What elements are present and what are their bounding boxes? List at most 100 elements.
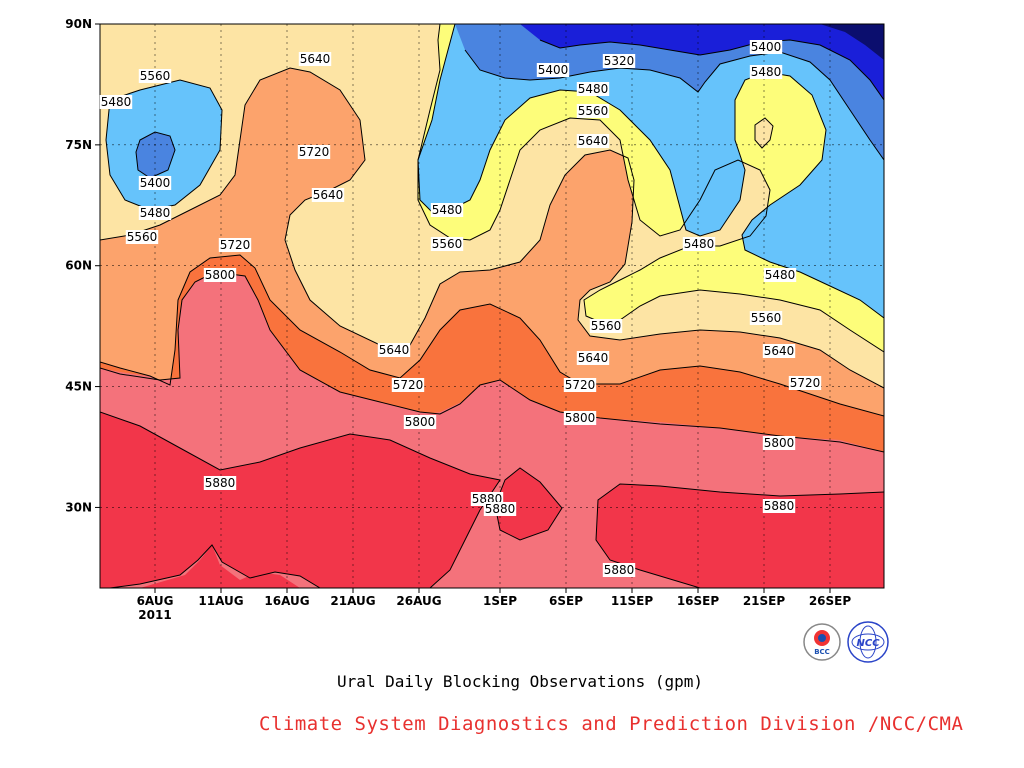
contour-label: 5880: [483, 502, 517, 516]
x-tick-label: 1SEP: [483, 594, 517, 608]
y-axis: 30N 45N 60N 75N 90N: [65, 17, 100, 514]
svg-text:5880: 5880: [205, 476, 236, 490]
svg-text:5640: 5640: [578, 134, 609, 148]
contour-label: 5560: [138, 69, 172, 83]
svg-text:5800: 5800: [405, 415, 436, 429]
band-5320-5400: [455, 24, 884, 160]
bcc-logo: BCC: [803, 623, 841, 661]
svg-text:5640: 5640: [379, 343, 410, 357]
ncc-logo: NCC: [847, 621, 889, 663]
contour-label: 5560: [430, 237, 464, 251]
svg-text:5400: 5400: [140, 176, 171, 190]
svg-text:5800: 5800: [565, 411, 596, 425]
svg-text:5560: 5560: [591, 319, 622, 333]
contour-label: 5480: [138, 206, 172, 220]
svg-text:5480: 5480: [432, 203, 463, 217]
svg-text:5480: 5480: [140, 206, 171, 220]
contour-label: 5480: [682, 237, 716, 251]
svg-text:NCC: NCC: [856, 638, 880, 649]
x-tick-label: 11SEP: [611, 594, 654, 608]
band-5880-region-right: [596, 484, 884, 588]
contour-line: [100, 254, 884, 417]
svg-text:5640: 5640: [764, 344, 795, 358]
svg-text:5800: 5800: [764, 436, 795, 450]
contour-line: [100, 67, 884, 389]
contour-label: 5720: [218, 238, 252, 252]
x-axis: 6AUG 11AUG 16AUG 21AUG 26AUG 1SEP 6SEP 11SEP 16S…: [137, 588, 852, 622]
contour-line: [109, 544, 321, 588]
y-tick-label: 60N: [65, 259, 92, 273]
contour-fills: [100, 24, 884, 588]
contour-label: 5400: [749, 40, 783, 54]
chart-title: Ural Daily Blocking Observations (gpm): [336, 672, 704, 691]
contour-label: 5640: [576, 351, 610, 365]
contour-label: 5480: [576, 82, 610, 96]
svg-text:5880: 5880: [485, 502, 516, 516]
x-tick-label: 6SEP: [549, 594, 583, 608]
contour-line: [539, 39, 884, 101]
y-tick-label: 30N: [65, 500, 92, 514]
contour-label: 5800: [203, 268, 237, 282]
contour-label: 5400: [536, 63, 570, 77]
svg-text:5480: 5480: [765, 268, 796, 282]
x-tick-label: 16SEP: [677, 594, 720, 608]
y-tick-label: 90N: [65, 17, 92, 31]
x-tick-label: 11AUG: [198, 594, 243, 608]
contour-label: 5720: [563, 378, 597, 392]
contour-labels: 5560 5480 5400 5480 5560 5640 5720 5640 5720 5800…: [99, 40, 822, 577]
svg-text:5560: 5560: [432, 237, 463, 251]
svg-text:5720: 5720: [299, 145, 330, 159]
contour-line: [105, 79, 223, 211]
svg-text:5480: 5480: [101, 95, 132, 109]
band-5880-region: [100, 412, 500, 588]
contour-label: 5640: [762, 344, 796, 358]
contour-label: 5320: [602, 54, 636, 68]
svg-text:5480: 5480: [751, 65, 782, 79]
band-5320-5400-island: [136, 132, 175, 178]
svg-text:5560: 5560: [751, 311, 782, 325]
contour-label: 5800: [762, 436, 796, 450]
x-tick-label: 26AUG: [396, 594, 441, 608]
x-tick-label: 21SEP: [743, 594, 786, 608]
svg-text:5640: 5640: [578, 351, 609, 365]
x-tick-label: 26SEP: [809, 594, 852, 608]
svg-text:5560: 5560: [140, 69, 171, 83]
svg-text:5320: 5320: [604, 54, 635, 68]
contour-line: [135, 131, 176, 179]
contour-label: 5480: [99, 95, 133, 109]
svg-text:5880: 5880: [764, 499, 795, 513]
contour-label: 5480: [749, 65, 783, 79]
svg-text:5720: 5720: [565, 378, 596, 392]
contour-label: 5720: [391, 378, 425, 392]
band-5880-region-mid: [495, 468, 562, 540]
svg-text:5560: 5560: [578, 104, 609, 118]
x-tick-label: 16AUG: [264, 594, 309, 608]
y-tick-label: 45N: [65, 380, 92, 394]
contour-label: 5640: [377, 343, 411, 357]
x-tick-label: 21AUG: [330, 594, 375, 608]
svg-text:5800: 5800: [205, 268, 236, 282]
svg-text:5720: 5720: [220, 238, 251, 252]
band-5800-central: [100, 272, 884, 510]
contour-label: 5480: [430, 203, 464, 217]
band-5400-5480: [418, 24, 884, 318]
svg-text:BCC: BCC: [814, 648, 830, 656]
contour-label: 5560: [589, 319, 623, 333]
x-tick-label: 6AUG: [137, 594, 174, 608]
svg-text:5560: 5560: [127, 230, 158, 244]
x-year-label: 2011: [138, 608, 171, 622]
svg-text:5720: 5720: [790, 376, 821, 390]
contour-line: [100, 411, 501, 588]
contour-label: 5640: [298, 52, 332, 66]
contour-label: 5880: [602, 563, 636, 577]
svg-text:5640: 5640: [313, 188, 344, 202]
contour-label: 5880: [762, 499, 796, 513]
credit-text: Climate System Diagnostics and Predictio…: [259, 713, 964, 735]
y-tick-label: 75N: [65, 138, 92, 152]
contour-line: [754, 117, 774, 149]
svg-text:5880: 5880: [604, 563, 635, 577]
svg-text:5480: 5480: [684, 237, 715, 251]
contour-label: 5640: [311, 188, 345, 202]
contour-label: 5880: [203, 476, 237, 490]
